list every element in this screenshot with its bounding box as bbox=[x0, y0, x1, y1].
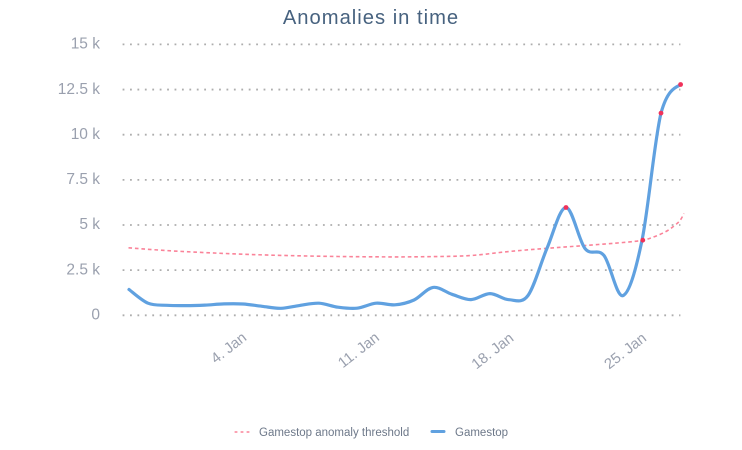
svg-text:Gamestop: Gamestop bbox=[455, 427, 508, 439]
svg-text:15 k: 15 k bbox=[71, 36, 101, 53]
svg-text:7.5 k: 7.5 k bbox=[66, 171, 100, 188]
svg-text:10 k: 10 k bbox=[71, 126, 101, 143]
svg-text:5 k: 5 k bbox=[79, 216, 100, 233]
svg-text:Anomalies in time: Anomalies in time bbox=[283, 7, 459, 29]
svg-text:12.5 k: 12.5 k bbox=[58, 81, 100, 98]
svg-text:0: 0 bbox=[91, 307, 100, 324]
svg-text:2.5 k: 2.5 k bbox=[66, 261, 100, 278]
svg-text:Gamestop anomaly threshold: Gamestop anomaly threshold bbox=[259, 427, 409, 439]
